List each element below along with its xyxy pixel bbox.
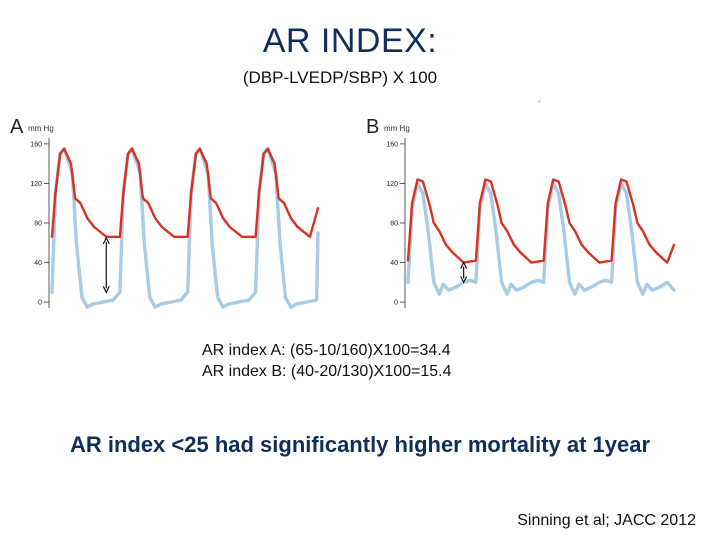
result-line-a: AR index A: (65-10/160)X100=34.4 <box>202 342 451 359</box>
y-tick-label-120: 120 <box>30 181 42 188</box>
arrow-head-top <box>460 261 468 269</box>
slide-title: AR INDEX: <box>262 22 438 60</box>
result-line-b: AR index B: (40-20/130)X100=15.4 <box>202 363 452 380</box>
formula-subtitle: (DBP-LVEDP/SBP) X 100 <box>242 68 438 87</box>
y-unit-label-b: mm Hg <box>384 124 410 133</box>
y-tick-label-40: 40 <box>34 260 42 267</box>
arrow-head-top <box>102 236 110 245</box>
aortic-pressure-line <box>50 147 320 238</box>
y-tick-label-0: 0 <box>38 300 42 307</box>
y-tick-label-40: 40 <box>390 260 398 267</box>
conclusion-text: AR index <25 had significantly higher mo… <box>69 432 651 457</box>
lv-pressure-line <box>50 147 320 309</box>
y-tick-label-80: 80 <box>390 221 398 228</box>
arrow-head-bottom <box>102 285 110 294</box>
panel-label-a: A <box>10 116 24 138</box>
panel-label-b: B <box>366 116 380 138</box>
y-tick-label-0: 0 <box>394 300 398 307</box>
chart-panel-a: 0 40 80 120 160 A mm Hg <box>6 112 326 332</box>
y-unit-label-a: mm Hg <box>28 124 54 133</box>
y-tick-label-120: 120 <box>386 181 398 188</box>
y-tick-label-160: 160 <box>30 141 42 148</box>
aortic-pressure-line <box>406 178 676 264</box>
y-tick-label-80: 80 <box>34 221 42 228</box>
chart-panel-b: 0 40 80 120 160 B mm Hg <box>362 112 682 332</box>
lv-pressure-line <box>406 181 676 296</box>
pressure-chart-b: 0 40 80 120 160 <box>386 137 676 309</box>
arrow-head-bottom <box>460 276 468 284</box>
pressure-chart-a: 0 40 80 120 160 <box>30 137 320 309</box>
results-block: AR index A: (65-10/160)X100=34.4 AR inde… <box>202 340 452 382</box>
citation-text: Sinning et al; JACC 2012 <box>517 512 696 529</box>
decorative-speck <box>538 100 541 103</box>
y-tick-label-160: 160 <box>386 141 398 148</box>
